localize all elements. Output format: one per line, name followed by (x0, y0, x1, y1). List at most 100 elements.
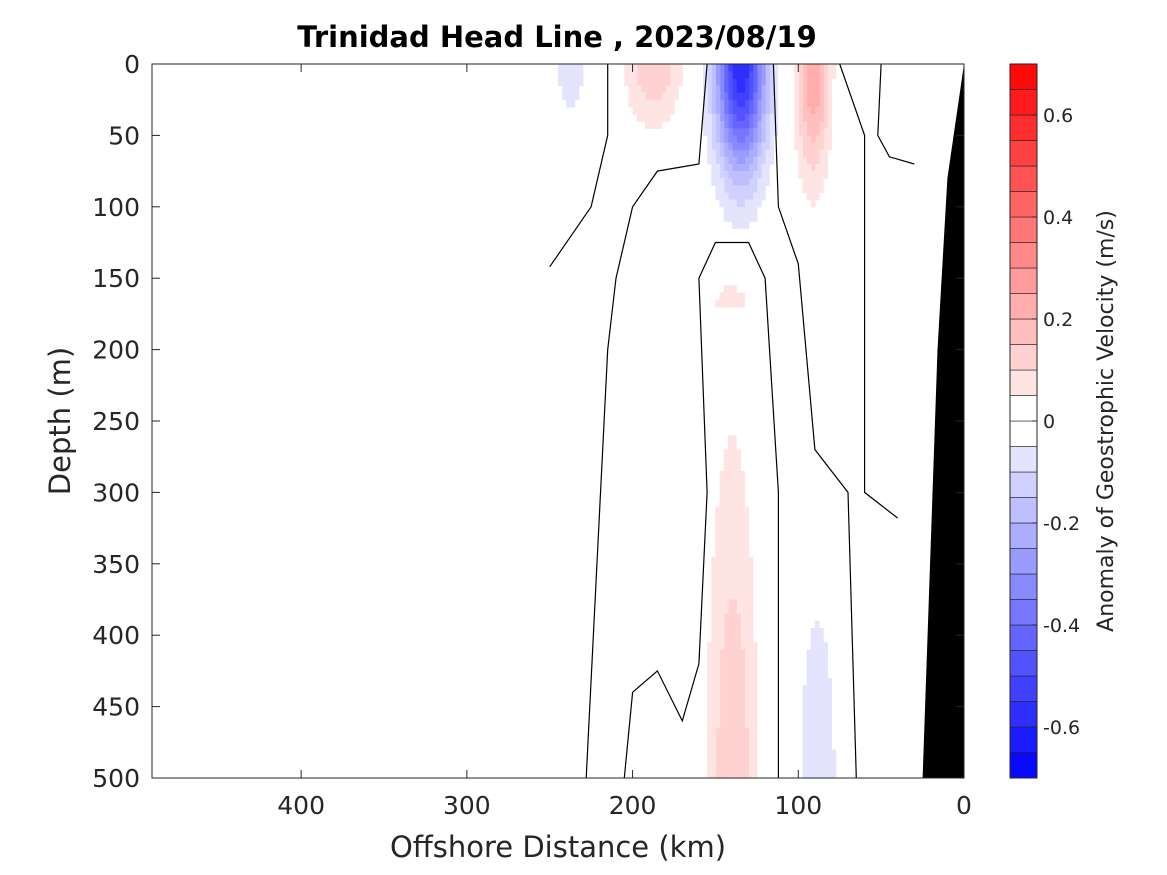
velocity-field-cell (719, 585, 725, 593)
velocity-field-cell (736, 735, 741, 743)
velocity-field-cell (765, 156, 770, 165)
velocity-field-cell (723, 178, 729, 186)
velocity-field-cell (765, 142, 770, 151)
velocity-field-cell (723, 199, 729, 208)
velocity-field-cell (823, 720, 828, 729)
velocity-field-cell (806, 749, 812, 758)
velocity-field-cell (723, 620, 729, 629)
velocity-field-cell (827, 763, 833, 772)
velocity-field-cell (715, 71, 721, 79)
velocity-field-cell (719, 149, 725, 158)
velocity-field-cell (719, 121, 725, 129)
velocity-field-cell (802, 149, 808, 158)
velocity-field-cell (794, 135, 799, 144)
velocity-field-cell (744, 513, 750, 522)
velocity-field-cell (802, 121, 808, 129)
velocity-field-cell (752, 685, 758, 693)
velocity-field-cell (810, 99, 816, 108)
velocity-field-cell (723, 642, 729, 651)
velocity-field-cell (719, 199, 725, 208)
velocity-field-cell (723, 78, 729, 87)
velocity-field-cell (632, 78, 638, 87)
velocity-field-cell (819, 128, 824, 136)
velocity-field-cell (632, 64, 638, 72)
velocity-field-cell (752, 763, 758, 772)
velocity-field-cell (736, 663, 741, 672)
velocity-field-cell (740, 699, 746, 708)
velocity-field-cell (736, 71, 741, 79)
velocity-field-cell (719, 670, 725, 679)
velocity-field-cell (752, 78, 758, 87)
velocity-field-cell (727, 663, 733, 672)
velocity-field-cell (798, 64, 804, 72)
velocity-field-cell (732, 599, 737, 608)
velocity-field-cell (640, 78, 646, 87)
velocity-field-cell (756, 99, 762, 108)
velocity-field-cell (657, 92, 663, 101)
velocity-field-cell (748, 206, 754, 215)
velocity-field-cell (752, 656, 758, 665)
velocity-field-cell (806, 728, 812, 736)
velocity-field-cell (727, 285, 733, 294)
velocity-field-cell (748, 585, 754, 593)
velocity-field-cell (740, 642, 746, 651)
velocity-field-cell (727, 485, 733, 493)
velocity-field-cell (727, 692, 733, 701)
velocity-field-cell (723, 92, 729, 101)
velocity-field-cell (740, 635, 746, 643)
velocity-field-cell (752, 706, 758, 715)
velocity-field-cell (707, 756, 712, 765)
velocity-field-cell (727, 185, 733, 194)
colorbar-cell (1009, 548, 1038, 575)
velocity-field-cell (736, 599, 741, 608)
velocity-field-cell (732, 149, 737, 158)
velocity-field-cell (645, 121, 650, 129)
velocity-field-cell (719, 513, 725, 522)
velocity-field-cell (765, 106, 770, 115)
velocity-field-cell (732, 756, 737, 765)
velocity-field-cell (640, 85, 646, 94)
velocity-field-cell (727, 549, 733, 558)
velocity-field-cell (752, 142, 758, 151)
velocity-field-cell (727, 678, 733, 686)
velocity-field-cell (723, 599, 729, 608)
velocity-field-cell (732, 64, 737, 72)
velocity-field-cell (570, 85, 576, 94)
velocity-field-cell (628, 92, 634, 101)
velocity-field-cell (814, 770, 820, 779)
velocity-field-cell (736, 685, 741, 693)
velocity-field-cell (736, 749, 741, 758)
velocity-field-cell (827, 678, 833, 686)
velocity-field-cell (736, 499, 741, 508)
velocity-field-cell (727, 735, 733, 743)
velocity-field-cell (819, 113, 824, 122)
velocity-field-cell (715, 570, 721, 579)
velocity-field-cell (715, 171, 721, 179)
velocity-field-cell (723, 506, 729, 515)
velocity-field-cell (640, 99, 646, 108)
velocity-field-cell (732, 213, 737, 222)
velocity-field-cell (748, 770, 754, 779)
velocity-field-cell (562, 85, 567, 94)
velocity-field-cell (810, 678, 816, 686)
velocity-field-cell (740, 149, 746, 158)
velocity-field-cell (744, 685, 750, 693)
velocity-field-cell (748, 613, 754, 622)
zero-contour-line (877, 63, 915, 165)
velocity-field-cell (773, 64, 779, 72)
velocity-field-cell (814, 735, 820, 743)
velocity-field-cell (732, 713, 737, 722)
velocity-field-cell (736, 128, 741, 136)
velocity-field-cell (711, 163, 717, 172)
velocity-field-cell (748, 699, 754, 708)
velocity-field-cell (723, 213, 729, 222)
velocity-field-cell (727, 470, 733, 479)
velocity-field-cell (707, 121, 712, 129)
velocity-field-cell (719, 656, 725, 665)
velocity-field-cell (711, 135, 717, 144)
velocity-field-cell (802, 178, 808, 186)
velocity-field-cell (819, 663, 824, 672)
velocity-field-cell (727, 106, 733, 115)
velocity-field-cell (756, 121, 762, 129)
velocity-field-cell (748, 720, 754, 729)
